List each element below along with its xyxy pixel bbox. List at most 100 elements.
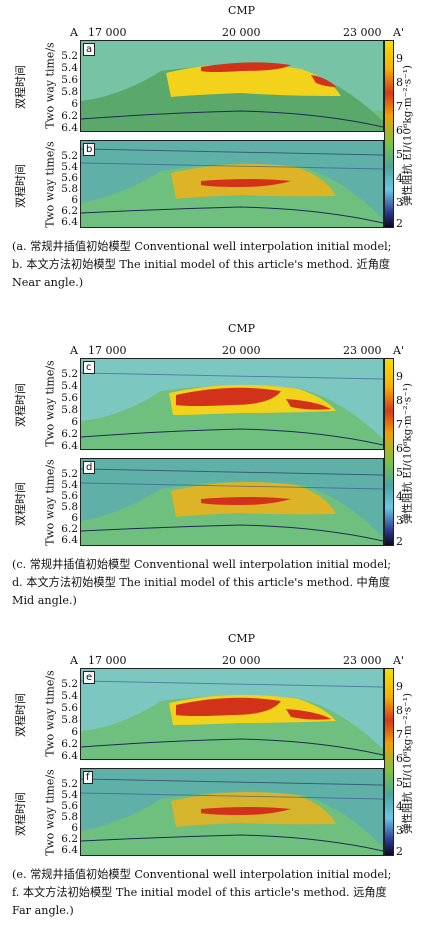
a-label: A — [70, 26, 78, 39]
y-tick: 5.2 — [61, 150, 78, 162]
y-tick: 6.2 — [61, 523, 78, 535]
y-tick: 5.8 — [61, 501, 78, 513]
y-axis-cn-label: 双程时间 — [14, 693, 27, 737]
colorbar-tick: 6 — [396, 442, 403, 455]
seismic-section-detailed — [81, 769, 383, 855]
colorbar-tick: 7 — [396, 728, 403, 741]
y-tick: 6 — [71, 822, 78, 834]
figure-group-2: CMP A 17 000 20 000 23 000 A' 双程时间 Two w… — [0, 318, 438, 618]
caption-line: d. 本文方法初始模型 The initial model of this ar… — [12, 576, 391, 589]
y-tick: 5.2 — [61, 468, 78, 480]
y-tick: 5.4 — [61, 161, 78, 173]
y-tick: 6 — [71, 726, 78, 738]
y-tick: 6.4 — [61, 750, 78, 762]
colorbar-tick: 4 — [396, 800, 403, 813]
cmp-label: CMP — [228, 632, 256, 645]
y-tick: 5.4 — [61, 789, 78, 801]
caption-line: (c. 常规井插值初始模型 Conventional well interpol… — [12, 558, 392, 571]
y-tick: 6.4 — [61, 122, 78, 134]
colorbar — [384, 40, 394, 228]
a-prime-label: A' — [393, 654, 404, 667]
seismic-panel-e: e — [80, 668, 384, 760]
figure-group-3: CMP A 17 000 20 000 23 000 A' 双程时间 Two w… — [0, 628, 438, 938]
figure-caption: (c. 常规井插值初始模型 Conventional well interpol… — [12, 556, 430, 610]
y-tick: 5.6 — [61, 172, 78, 184]
panel-label: a — [83, 43, 96, 56]
x-tick-17000: 17 000 — [88, 26, 127, 39]
y-tick: 5.8 — [61, 714, 78, 726]
y-tick: 6.2 — [61, 428, 78, 440]
seismic-panel-d: d — [80, 458, 384, 546]
y-tick: 6.2 — [61, 738, 78, 750]
y-tick: 5.8 — [61, 86, 78, 98]
y-tick: 5.2 — [61, 368, 78, 380]
colorbar-tick: 4 — [396, 490, 403, 503]
colorbar-label: 弹性阻抗 EI/(10⁶kg·m⁻²·s⁻¹) — [401, 382, 414, 525]
a-prime-label: A' — [393, 344, 404, 357]
seismic-panel-f: f — [80, 768, 384, 856]
seismic-section-detailed — [81, 459, 383, 545]
x-tick-23000: 23 000 — [343, 26, 382, 39]
colorbar-tick: 9 — [396, 52, 403, 65]
figure-group-1: CMP A 17 000 20 000 23 000 A' 双程时间 Two w… — [0, 0, 438, 300]
y-tick: 5.2 — [61, 678, 78, 690]
colorbar-tick: 7 — [396, 418, 403, 431]
a-label: A — [70, 344, 78, 357]
y-tick: 5.6 — [61, 392, 78, 404]
colorbar-tick: 4 — [396, 172, 403, 185]
y-tick: 5.4 — [61, 380, 78, 392]
x-tick-20000: 20 000 — [222, 344, 261, 357]
caption-line: Far angle.) — [12, 904, 74, 917]
colorbar-tick: 8 — [396, 76, 403, 89]
panel-label: d — [83, 461, 96, 474]
y-tick: 6.2 — [61, 205, 78, 217]
x-tick-17000: 17 000 — [88, 344, 127, 357]
y-tick: 6.4 — [61, 844, 78, 856]
colorbar-tick: 5 — [396, 148, 403, 161]
y-tick: 6 — [71, 98, 78, 110]
x-tick-23000: 23 000 — [343, 344, 382, 357]
caption-line: (a. 常规井插值初始模型 Conventional well interpol… — [12, 240, 392, 253]
figure-caption: (e. 常规井插值初始模型 Conventional well interpol… — [12, 866, 430, 920]
y-tick: 5.6 — [61, 800, 78, 812]
cmp-label: CMP — [228, 4, 256, 17]
y-axis-cn-label: 双程时间 — [14, 383, 27, 427]
caption-line: Mid angle.) — [12, 594, 77, 607]
caption-line: b. 本文方法初始模型 The initial model of this ar… — [12, 258, 391, 271]
caption-line: f. 本文方法初始模型 The initial model of this ar… — [12, 886, 387, 899]
panel-label: c — [83, 361, 95, 374]
y-tick: 6.2 — [61, 833, 78, 845]
seismic-section-smooth — [81, 41, 383, 131]
x-tick-17000: 17 000 — [88, 654, 127, 667]
y-tick: 6 — [71, 416, 78, 428]
caption-line: Near angle.) — [12, 276, 84, 289]
y-tick: 5.8 — [61, 183, 78, 195]
y-tick: 5.6 — [61, 490, 78, 502]
y-axis-cn-label: 双程时间 — [14, 792, 27, 836]
seismic-panel-c: c — [80, 358, 384, 450]
caption-line: (e. 常规井插值初始模型 Conventional well interpol… — [12, 868, 392, 881]
colorbar-tick: 8 — [396, 394, 403, 407]
y-tick: 5.8 — [61, 404, 78, 416]
y-tick: 6.2 — [61, 110, 78, 122]
colorbar-tick: 2 — [396, 535, 403, 548]
y-axis-cn-label: 双程时间 — [14, 164, 27, 208]
seismic-panel-a: a — [80, 40, 384, 132]
colorbar-tick: 6 — [396, 752, 403, 765]
y-tick: 5.4 — [61, 479, 78, 491]
colorbar-tick: 3 — [396, 196, 403, 209]
colorbar-tick: 5 — [396, 776, 403, 789]
seismic-section-smooth — [81, 359, 383, 449]
seismic-section-smooth — [81, 669, 383, 759]
a-prime-label: A' — [393, 26, 404, 39]
colorbar-label: 弹性阻抗 EI/(10⁶kg·m⁻²·s⁻¹) — [401, 64, 414, 207]
cmp-label: CMP — [228, 322, 256, 335]
y-tick: 5.2 — [61, 778, 78, 790]
x-tick-23000: 23 000 — [343, 654, 382, 667]
figure-caption: (a. 常规井插值初始模型 Conventional well interpol… — [12, 238, 430, 292]
colorbar — [384, 668, 394, 856]
y-tick: 6 — [71, 512, 78, 524]
x-tick-20000: 20 000 — [222, 654, 261, 667]
y-tick: 5.4 — [61, 62, 78, 74]
y-axis-cn-label: 双程时间 — [14, 65, 27, 109]
